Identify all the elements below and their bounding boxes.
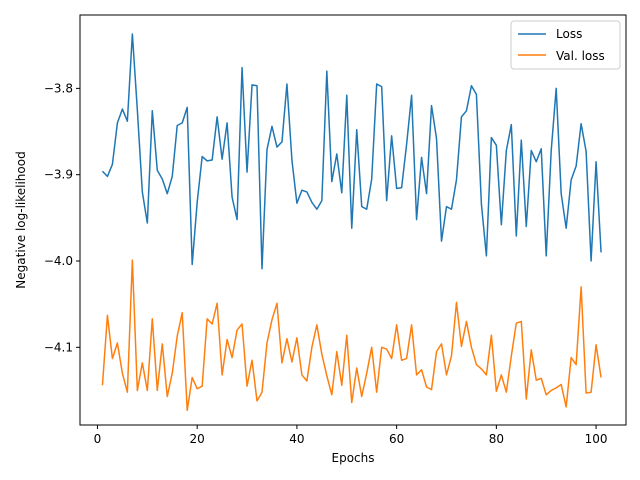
y-tick-label: −4.0 xyxy=(44,254,73,268)
x-tick-label: 0 xyxy=(94,432,102,446)
x-tick-label: 80 xyxy=(489,432,504,446)
legend: Loss Val. loss xyxy=(510,20,621,70)
y-tick-label: −4.1 xyxy=(44,340,73,354)
series-line-val-loss xyxy=(101,259,602,412)
legend-box xyxy=(510,20,621,70)
x-axis-label: Epochs xyxy=(332,451,375,465)
x-tick-label: 20 xyxy=(190,432,205,446)
x-axis-ticks: 0 20 40 60 80 100 xyxy=(94,425,608,446)
y-axis-label: Negative log-likelihood xyxy=(14,151,28,288)
x-tick-label: 60 xyxy=(389,432,404,446)
x-tick-label: 40 xyxy=(289,432,304,446)
y-axis-ticks: −3.8 −3.9 −4.0 −4.1 xyxy=(44,81,80,354)
x-tick-label: 100 xyxy=(585,432,608,446)
y-tick-label: −3.9 xyxy=(44,168,73,182)
y-tick-label: −3.8 xyxy=(44,81,73,95)
plot-frame xyxy=(79,14,627,426)
series-lines xyxy=(101,33,602,412)
series-line-loss xyxy=(101,33,602,270)
legend-label-loss: Loss xyxy=(556,27,582,41)
legend-label-val-loss: Val. loss xyxy=(556,49,605,63)
